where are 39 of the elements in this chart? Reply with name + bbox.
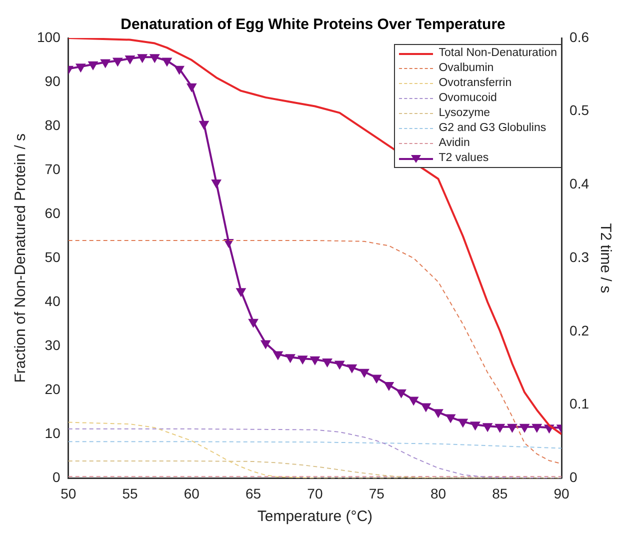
y2-tick-label: 0.3 xyxy=(570,248,590,265)
legend-label: Lysozyme xyxy=(438,106,490,121)
y2-tick-label: 0.4 xyxy=(570,176,590,192)
y-tick-label: 20 xyxy=(44,381,61,398)
x-tick-label: 80 xyxy=(430,485,446,502)
legend-label: Avidin xyxy=(438,136,470,151)
y-tick-label: 70 xyxy=(44,160,61,177)
x-axis-title: Temperature (°C) xyxy=(257,508,373,526)
legend-label: Ovotransferrin xyxy=(438,76,512,91)
legend-label: Ovomucoid xyxy=(438,91,497,106)
y2-tick-label: 0.6 xyxy=(570,28,590,45)
x-tick-label: 55 xyxy=(122,485,138,502)
x-tick-label: 70 xyxy=(307,485,323,502)
x-tick-label: 90 xyxy=(554,485,570,502)
x-tick-label: 75 xyxy=(368,485,385,502)
legend-label: Ovalbumin xyxy=(438,61,494,76)
y-tick-label: 40 xyxy=(44,292,61,309)
x-tick-label: 50 xyxy=(60,485,76,502)
legend-label: Total Non-Denaturation xyxy=(438,46,557,61)
y2-tick-label: 0 xyxy=(570,469,578,486)
chart-title: Denaturation of Egg White Proteins Over Temperature xyxy=(120,16,506,34)
y2-tick-label: 0.1 xyxy=(570,396,590,412)
y-tick-label: 10 xyxy=(44,425,61,442)
y-tick-label: 60 xyxy=(44,204,61,221)
x-tick-label: 65 xyxy=(246,485,262,502)
legend-label: T2 values xyxy=(438,151,489,166)
x-tick-label: 60 xyxy=(184,485,200,502)
y-tick-label: 0 xyxy=(52,469,61,486)
legend-label: G2 and G3 Globulins xyxy=(438,121,546,136)
y-tick-label: 100 xyxy=(37,28,61,45)
y-tick-label: 80 xyxy=(44,116,61,133)
y2-tick-label: 0.2 xyxy=(570,322,590,338)
y2-axis-title: T2 time / s xyxy=(596,223,614,294)
x-tick-label: 85 xyxy=(492,485,508,502)
y-tick-label: 90 xyxy=(44,72,61,89)
y-axis-title: Fraction of Non-Denatured Protein / s xyxy=(12,133,30,383)
y2-tick-label: 0.5 xyxy=(570,102,590,118)
y-tick-label: 50 xyxy=(44,248,61,265)
y-tick-label: 30 xyxy=(44,337,61,353)
